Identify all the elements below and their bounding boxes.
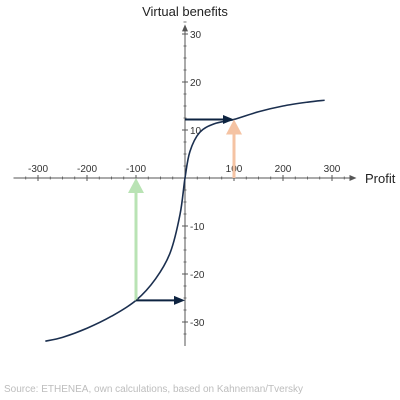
arrow-layer xyxy=(128,114,242,305)
annotation-arrow-head xyxy=(128,178,144,193)
y-axis-arrowhead xyxy=(182,24,188,32)
annotation-arrow xyxy=(185,114,234,124)
annotation-arrow xyxy=(136,295,185,305)
x-tick-label: 200 xyxy=(275,164,292,175)
x-tick-label: -100 xyxy=(126,164,146,175)
axes xyxy=(13,24,357,346)
annotation-arrow xyxy=(226,119,242,178)
y-tick-label: -20 xyxy=(190,270,205,281)
y-tick-label: 30 xyxy=(190,30,202,41)
y-tick-label: 10 xyxy=(190,126,202,137)
x-tick-label: -200 xyxy=(77,164,97,175)
x-axis-arrowhead xyxy=(349,175,357,181)
x-axis-title: Profit xyxy=(365,171,396,186)
y-tick-label: -30 xyxy=(190,318,205,329)
curve-layer xyxy=(45,99,325,342)
source-note: Source: ETHENEA, own calculations, based… xyxy=(4,384,304,395)
annotation-arrow-head xyxy=(226,119,242,135)
annotation-arrow xyxy=(128,178,144,301)
annotation-arrow-head xyxy=(174,295,185,305)
x-tick-label: -300 xyxy=(28,164,48,175)
y-tick-label: 20 xyxy=(190,78,202,89)
y-axis-title: Virtual benefits xyxy=(142,4,228,19)
value-function-curve xyxy=(45,99,325,342)
y-tick-label: -10 xyxy=(190,222,205,233)
annotation-arrow-head xyxy=(223,114,234,124)
x-tick-label: 300 xyxy=(324,164,341,175)
